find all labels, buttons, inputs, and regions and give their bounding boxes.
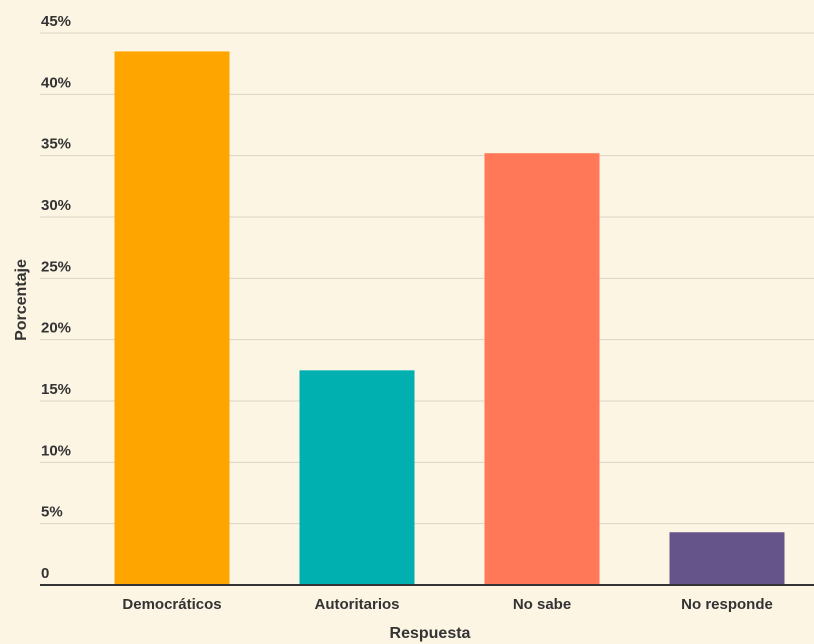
x-tick-label: No responde [681,596,773,613]
bar [484,153,600,586]
y-tick-label: 35% [41,136,71,153]
x-tick-labels: Democráticos Autoritarios No sabe No respon… [122,596,772,613]
y-tick-label: 30% [41,197,71,214]
bars [114,51,785,586]
x-tick-label: Autoritarios [314,596,399,613]
bar [669,532,785,585]
bar [114,51,230,585]
y-tick-labels: 0 5% 10% 15% 20% 25% 30% 35% 40% 45% [41,13,71,582]
y-tick-label: 10% [41,442,71,459]
y-axis-title: Porcentaje [13,259,30,341]
x-tick-label: No sabe [513,596,571,613]
y-tick-label: 45% [41,13,71,30]
bar [299,370,415,585]
y-tick-label: 40% [41,74,71,91]
y-tick-label: 25% [41,258,71,275]
y-tick-label: 0 [41,565,49,582]
y-tick-label: 20% [41,320,71,337]
x-tick-label: Democráticos [122,596,221,613]
x-axis-title: Respuesta [390,625,471,642]
y-tick-label: 5% [41,504,63,521]
y-tick-label: 15% [41,381,71,398]
